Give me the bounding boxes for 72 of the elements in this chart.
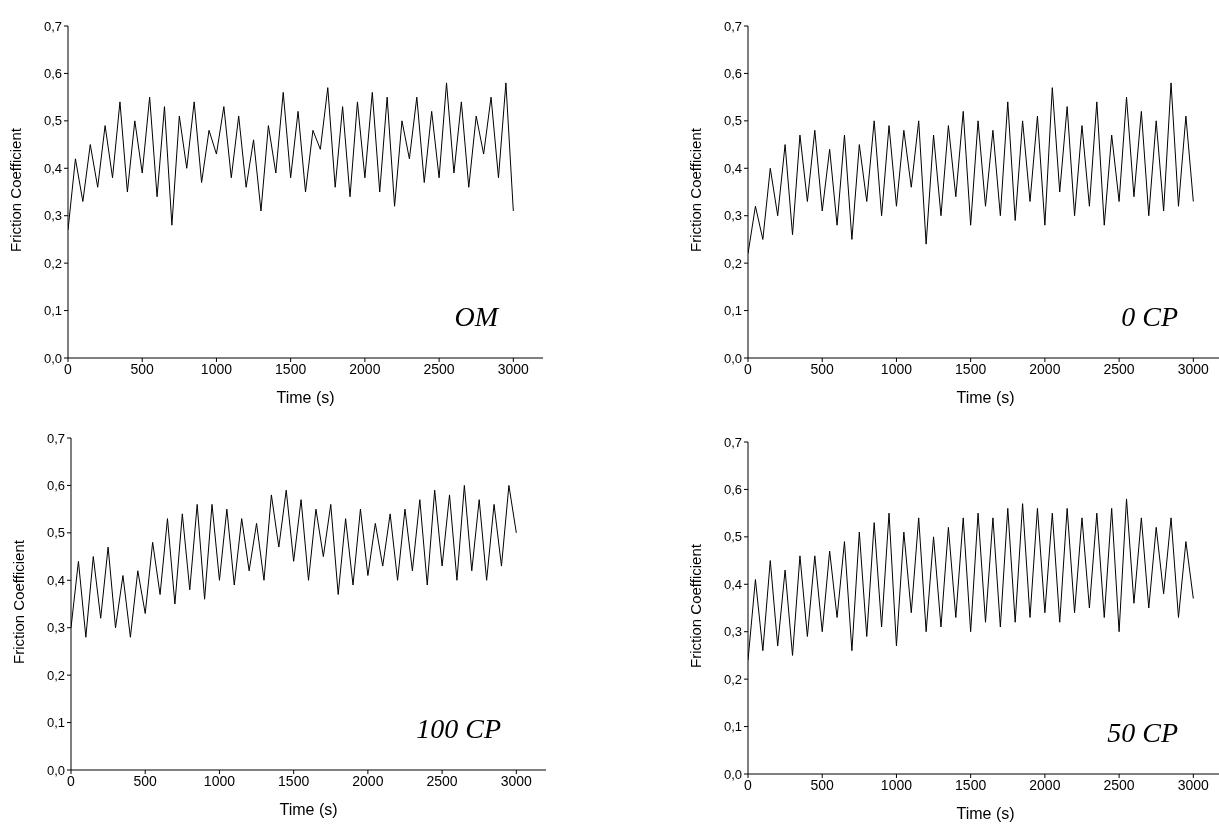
y-tick-label: 0,6 [43, 66, 62, 82]
annotation: 0 CP [1121, 301, 1178, 333]
x-tick-label: 2500 [1103, 776, 1135, 793]
y-tick-label: 0,1 [46, 715, 65, 731]
x-axis-title: Time (s) [956, 805, 1015, 822]
y-tick-label: 0,4 [43, 160, 62, 176]
y-tick-label: 0,0 [46, 762, 65, 778]
y-axis-title: Friction Coefficient [687, 127, 705, 252]
x-tick-label: 3000 [1177, 776, 1210, 793]
y-tick-label: 0,6 [46, 478, 65, 494]
y-tick-label: 0,4 [723, 576, 742, 592]
x-tick-label: 1000 [880, 776, 913, 793]
annotation: OM [454, 301, 498, 333]
x-tick-label: 1000 [203, 772, 236, 789]
annotation: 100 CP [416, 713, 501, 745]
x-tick-label: 2000 [349, 360, 381, 377]
y-tick-label: 0,3 [723, 208, 742, 224]
y-tick-label: 0,0 [43, 350, 62, 366]
x-tick-label: 1500 [955, 360, 987, 377]
y-tick-label: 0,7 [723, 434, 742, 450]
y-tick-label: 0,7 [43, 18, 62, 34]
x-tick-label: 2000 [1029, 776, 1061, 793]
y-axis-title: Friction Coefficient [7, 127, 25, 252]
y-tick-label: 0,5 [46, 525, 65, 541]
x-tick-label: 2000 [1029, 360, 1061, 377]
y-tick-label: 0,0 [723, 766, 742, 782]
y-tick-label: 0,3 [723, 624, 742, 640]
x-axis-title: Time (s) [956, 389, 1015, 406]
x-tick-label: 0 [67, 772, 76, 789]
x-tick-label: 0 [744, 360, 753, 377]
x-tick-label: 1500 [278, 772, 310, 789]
x-tick-label: 1500 [955, 776, 987, 793]
y-tick-label: 0,6 [723, 482, 742, 498]
x-tick-label: 0 [64, 360, 73, 377]
y-tick-label: 0,1 [723, 303, 742, 319]
y-tick-label: 0,5 [43, 113, 62, 129]
y-tick-label: 0,2 [723, 255, 742, 271]
y-tick-label: 0,5 [723, 529, 742, 545]
y-tick-label: 0,3 [43, 208, 62, 224]
y-tick-label: 0,2 [43, 255, 62, 271]
y-tick-label: 0,1 [43, 303, 62, 319]
x-tick-label: 3000 [497, 360, 530, 377]
y-tick-label: 0,7 [46, 430, 65, 446]
y-axis-title: Friction Coefficient [687, 543, 705, 668]
x-axis-title: Time (s) [279, 801, 338, 818]
x-tick-label: 1000 [200, 360, 233, 377]
x-tick-label: 500 [130, 360, 155, 377]
y-tick-label: 0,2 [46, 667, 65, 683]
y-tick-label: 0,5 [723, 113, 742, 129]
x-tick-label: 1500 [275, 360, 307, 377]
annotation: 50 CP [1107, 717, 1178, 749]
x-tick-label: 2500 [423, 360, 455, 377]
x-tick-label: 500 [810, 360, 835, 377]
y-tick-label: 0,1 [723, 719, 742, 735]
x-tick-label: 500 [133, 772, 158, 789]
y-tick-label: 0,6 [723, 66, 742, 82]
x-axis-title: Time (s) [276, 389, 335, 406]
x-tick-label: 500 [810, 776, 835, 793]
x-tick-label: 0 [744, 776, 753, 793]
y-tick-label: 0,7 [723, 18, 742, 34]
y-tick-label: 0,4 [46, 572, 65, 588]
x-tick-label: 3000 [1177, 360, 1210, 377]
x-tick-label: 2500 [426, 772, 458, 789]
x-tick-label: 1000 [880, 360, 913, 377]
y-tick-label: 0,2 [723, 671, 742, 687]
x-tick-label: 3000 [500, 772, 533, 789]
y-axis-title: Friction Coefficient [10, 539, 28, 664]
y-tick-label: 0,4 [723, 160, 742, 176]
x-tick-label: 2000 [352, 772, 384, 789]
y-tick-label: 0,0 [723, 350, 742, 366]
x-tick-label: 2500 [1103, 360, 1135, 377]
y-tick-label: 0,3 [46, 620, 65, 636]
